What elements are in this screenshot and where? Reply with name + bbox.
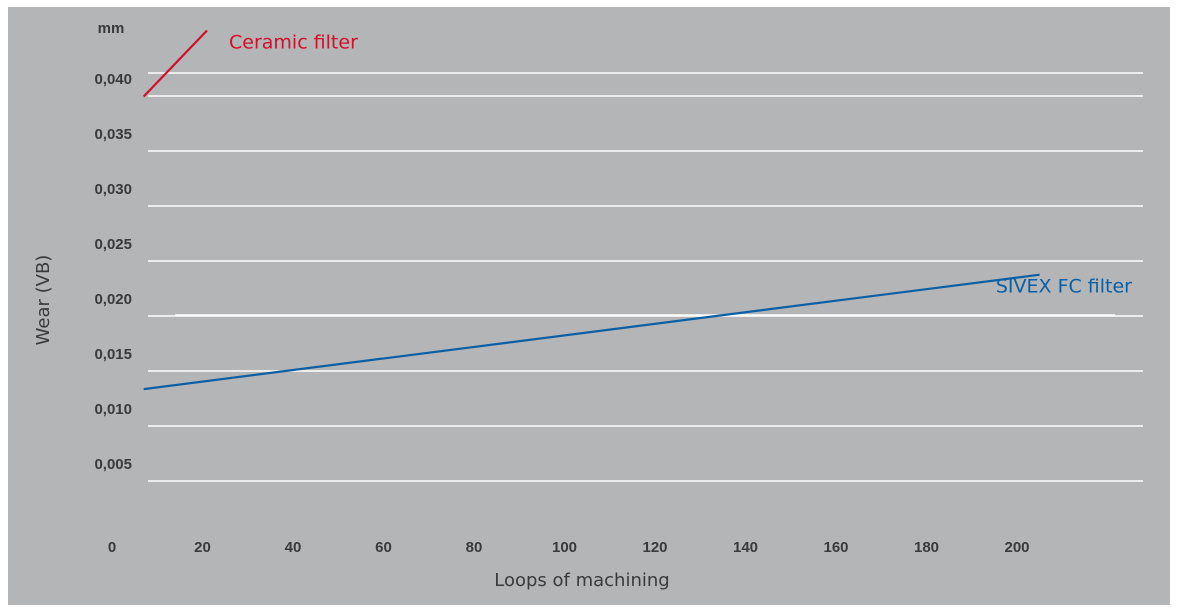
x-axis-title: Loops of machining	[494, 570, 669, 591]
series-line-ceramic-filter	[142, 29, 208, 98]
x-tick-label: 40	[285, 539, 302, 556]
x-tick-label: 20	[194, 539, 211, 556]
y-tick-label: 0,005	[94, 456, 132, 473]
x-tick-label: 180	[914, 539, 939, 556]
plot-background	[8, 7, 1170, 605]
y-unit-label: mm	[98, 20, 125, 37]
grid-lines	[148, 72, 1143, 482]
y-tick-label: 0,025	[94, 236, 132, 253]
y-tick-label: 0,040	[94, 71, 132, 88]
series-lines	[142, 29, 1040, 391]
y-tick-label: 0,030	[94, 181, 132, 198]
series-label-ceramic-filter: Ceramic filter	[229, 32, 358, 54]
series-line-sivex-fc-filter	[143, 273, 1040, 391]
y-tick-labels: 0,005 0,010 0,015 0,020 0,025 0,030 0,035 0,040	[94, 71, 132, 473]
x-tick-label: 100	[552, 539, 577, 556]
x-tick-labels: 0 20 40 60 80 100 120 140 160 180 200	[108, 539, 1030, 556]
x-tick-label: 140	[733, 539, 758, 556]
y-tick-label: 0,010	[94, 401, 132, 418]
y-tick-label: 0,035	[94, 126, 132, 143]
x-tick-label: 200	[1004, 539, 1029, 556]
x-tick-label: 60	[375, 539, 392, 556]
x-tick-label: 80	[466, 539, 483, 556]
y-tick-label: 0,015	[94, 346, 132, 363]
y-axis-title: Wear (VB)	[33, 255, 54, 346]
y-tick-label: 0,020	[94, 291, 132, 308]
x-tick-label: 160	[823, 539, 848, 556]
series-label-sivex-fc-filter: SIVEX FC filter	[996, 276, 1132, 298]
x-tick-label: 0	[108, 539, 116, 556]
x-tick-label: 120	[642, 539, 667, 556]
